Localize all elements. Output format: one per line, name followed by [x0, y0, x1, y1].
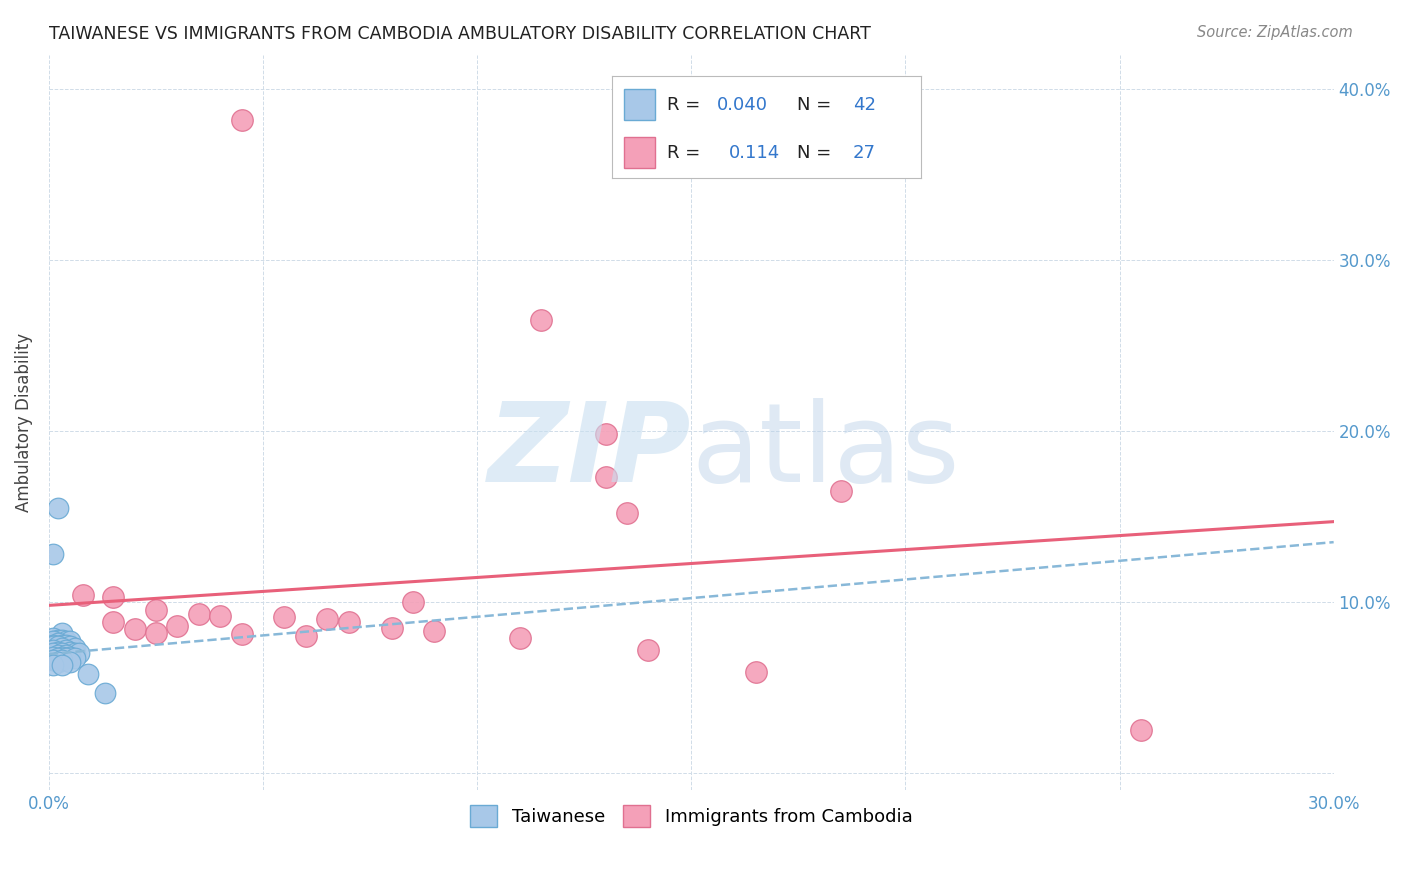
Text: ZIP: ZIP: [488, 399, 692, 506]
Point: [46, 651, 69, 665]
Point: [42, 653, 65, 667]
Point: [51, 658, 73, 673]
Text: 42: 42: [853, 95, 876, 113]
Point: [46, 500, 69, 515]
Text: R =: R =: [668, 95, 706, 113]
Point: [637, 642, 659, 657]
Point: [59, 640, 82, 654]
Point: [59, 644, 82, 658]
Text: N =: N =: [797, 95, 837, 113]
Point: [59, 649, 82, 664]
Point: [295, 629, 318, 643]
Point: [59, 655, 82, 669]
Point: [51, 638, 73, 652]
Point: [42, 638, 65, 652]
Point: [530, 313, 553, 327]
Point: [145, 625, 167, 640]
Point: [42, 658, 65, 673]
Point: [231, 627, 253, 641]
Point: [63, 646, 86, 660]
Point: [124, 622, 146, 636]
Point: [830, 483, 852, 498]
Point: [509, 631, 531, 645]
Point: [55, 642, 77, 657]
Point: [76, 666, 98, 681]
Point: [103, 615, 125, 630]
Point: [63, 641, 86, 656]
Text: TAIWANESE VS IMMIGRANTS FROM CAMBODIA AMBULATORY DISABILITY CORRELATION CHART: TAIWANESE VS IMMIGRANTS FROM CAMBODIA AM…: [49, 25, 872, 43]
Point: [166, 619, 188, 633]
Legend: Taiwanese, Immigrants from Cambodia: Taiwanese, Immigrants from Cambodia: [461, 796, 921, 836]
Point: [55, 634, 77, 648]
Point: [55, 651, 77, 665]
Point: [55, 638, 77, 652]
Text: 0.040: 0.040: [717, 95, 768, 113]
Point: [63, 651, 86, 665]
Point: [42, 642, 65, 657]
Text: 0.114: 0.114: [730, 144, 780, 161]
Point: [51, 641, 73, 656]
Point: [51, 646, 73, 660]
Point: [42, 634, 65, 648]
Point: [744, 665, 766, 679]
Point: [46, 640, 69, 654]
Point: [187, 607, 209, 621]
Text: 27: 27: [853, 144, 876, 161]
Point: [316, 612, 339, 626]
Point: [42, 649, 65, 664]
Point: [51, 625, 73, 640]
Point: [46, 655, 69, 669]
Point: [46, 636, 69, 650]
Point: [51, 649, 73, 664]
Point: [273, 610, 295, 624]
Text: atlas: atlas: [692, 399, 960, 506]
Point: [337, 615, 360, 630]
Point: [46, 648, 69, 662]
Point: [46, 644, 69, 658]
Point: [55, 648, 77, 662]
Point: [46, 632, 69, 647]
Point: [51, 632, 73, 647]
Point: [93, 685, 115, 699]
Point: [595, 427, 617, 442]
FancyBboxPatch shape: [624, 89, 655, 120]
Point: [145, 603, 167, 617]
Point: [209, 608, 232, 623]
Point: [380, 621, 402, 635]
Point: [42, 640, 65, 654]
Point: [103, 590, 125, 604]
Point: [616, 506, 638, 520]
Text: Source: ZipAtlas.com: Source: ZipAtlas.com: [1197, 25, 1353, 40]
Point: [1129, 723, 1152, 738]
Text: N =: N =: [797, 144, 837, 161]
Point: [72, 588, 94, 602]
Point: [67, 646, 90, 660]
Y-axis label: Ambulatory Disability: Ambulatory Disability: [15, 333, 32, 512]
Point: [402, 595, 425, 609]
Point: [423, 624, 446, 638]
Point: [231, 113, 253, 128]
Point: [51, 653, 73, 667]
Point: [42, 547, 65, 561]
Text: R =: R =: [668, 144, 711, 161]
Point: [42, 646, 65, 660]
FancyBboxPatch shape: [624, 137, 655, 168]
Point: [595, 470, 617, 484]
Point: [42, 631, 65, 645]
Point: [59, 634, 82, 648]
